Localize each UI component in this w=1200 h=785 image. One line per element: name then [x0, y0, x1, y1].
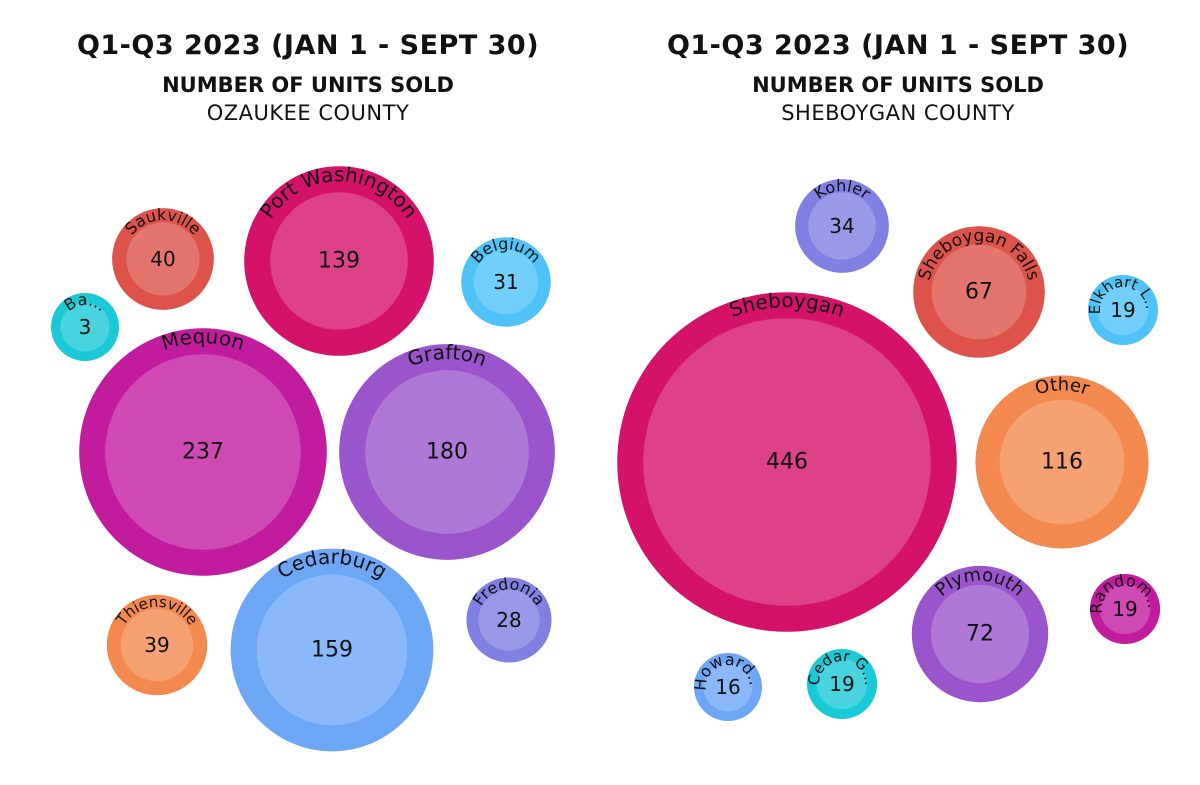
bubble-inner-plymouth: [930, 584, 1030, 684]
bubble-value-cedar-g: 19: [829, 672, 854, 696]
bubble-inner-saukville: [126, 222, 200, 296]
bubble-value-howard: 16: [715, 675, 740, 699]
bubble-inner-cedar-g: [816, 658, 868, 710]
bubble-value-mequon: 237: [182, 440, 224, 465]
sheboygan-county-label: SHEBOYGAN COUNTY: [781, 101, 1015, 125]
bubble-inner-mequon: [105, 354, 301, 550]
sheboygan-chart-subtitle: NUMBER OF UNITS SOLD: [752, 73, 1044, 97]
bubble-value-ba: 3: [79, 315, 92, 339]
bubble-inner-port-washington: [270, 192, 408, 330]
bubble-value-saukville: 40: [150, 247, 175, 271]
bubble-value-fredonia: 28: [496, 608, 521, 632]
bubble-inner-belgium: [473, 249, 539, 315]
bubble-inner-random: [1099, 583, 1151, 635]
bubble-value-cedarburg: 159: [311, 638, 353, 663]
bubble-value-grafton: 180: [426, 440, 468, 465]
bubble-inner-sheboygan-falls: [931, 244, 1027, 340]
ozaukee-county-label: OZAUKEE COUNTY: [206, 101, 410, 125]
bubble-value-port-washington: 139: [318, 249, 360, 274]
bubble-value-thiensville: 39: [144, 633, 169, 657]
bubble-value-sheboygan-falls: 67: [965, 280, 993, 305]
bubble-value-elkhart-l: 19: [1110, 298, 1135, 322]
bubble-value-other: 116: [1041, 450, 1083, 475]
bubble-value-random: 19: [1112, 597, 1137, 621]
bubble-value-plymouth: 72: [966, 622, 994, 647]
bubble-inner-ba: [60, 302, 110, 352]
bubble-value-sheboygan: 446: [766, 450, 808, 475]
bubble-inner-howard: [703, 662, 753, 712]
bubble-inner-kohler: [808, 192, 876, 260]
ozaukee-chart-header: Q1-Q3 2023 (JAN 1 - SEPT 30) NUMBER OF U…: [8, 28, 608, 126]
bubble-inner-elkhart-l: [1097, 284, 1149, 336]
bubble-inner-thiensville: [120, 608, 194, 682]
sheboygan-chart-title: Q1-Q3 2023 (JAN 1 - SEPT 30): [666, 30, 1130, 61]
sheboygan-chart-header: Q1-Q3 2023 (JAN 1 - SEPT 30) NUMBER OF U…: [598, 28, 1198, 126]
bubble-value-kohler: 34: [829, 214, 854, 238]
bubble-inner-fredonia: [478, 589, 540, 651]
bubble-inner-cedarburg: [256, 574, 408, 726]
ozaukee-chart-title: Q1-Q3 2023 (JAN 1 - SEPT 30): [76, 30, 540, 61]
bubble-inner-sheboygan: [643, 318, 931, 606]
bubble-inner-other: [999, 399, 1125, 525]
ozaukee-chart-subtitle: NUMBER OF UNITS SOLD: [162, 73, 454, 97]
bubble-value-belgium: 31: [493, 270, 518, 294]
bubble-inner-grafton: [365, 370, 529, 534]
